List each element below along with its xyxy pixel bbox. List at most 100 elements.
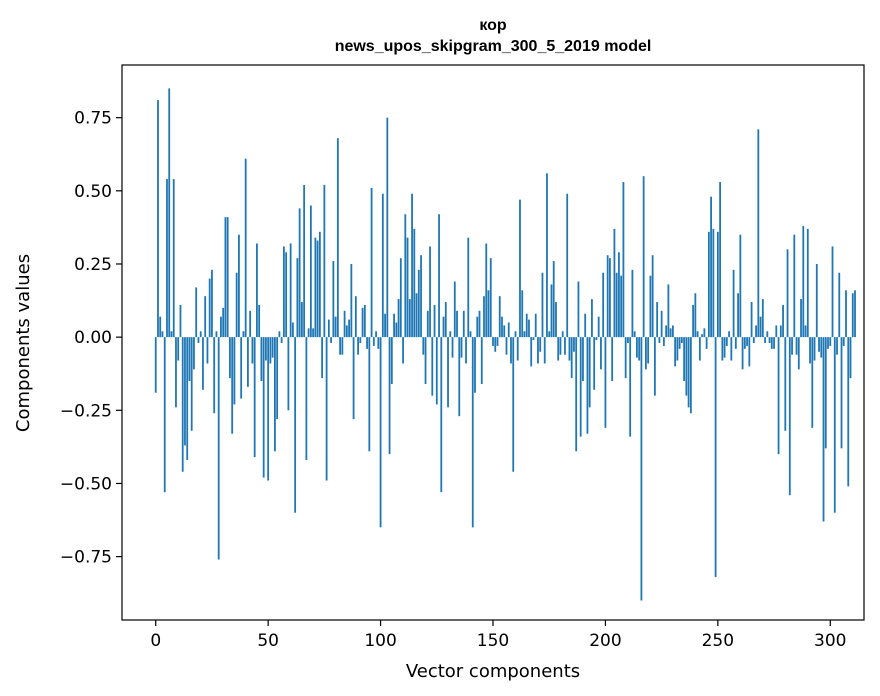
bar-35	[233, 337, 236, 405]
bar-230	[671, 325, 674, 338]
bar-42	[249, 310, 252, 338]
bar-306	[842, 337, 845, 346]
bar-154	[501, 316, 503, 338]
bar-127	[440, 337, 443, 493]
bar-189	[579, 337, 582, 437]
bar-44	[253, 337, 256, 458]
bar-143	[476, 316, 479, 338]
bar-243	[701, 334, 704, 338]
bar-20	[199, 331, 202, 338]
bar-102	[384, 313, 386, 338]
bar-85	[345, 325, 348, 338]
bar-66	[303, 184, 306, 338]
bar-108	[397, 299, 400, 338]
bar-222	[653, 337, 656, 396]
bar-64	[298, 208, 301, 338]
bar-28	[217, 337, 220, 560]
bar-190	[582, 337, 584, 382]
bar-203	[611, 337, 614, 382]
bar-237	[687, 337, 690, 408]
bar-153	[498, 296, 501, 338]
bar-94	[366, 337, 368, 349]
bar-282	[788, 337, 791, 496]
bar-179	[557, 337, 560, 361]
bar-7	[170, 331, 173, 338]
bar-257	[732, 269, 735, 338]
bar-311	[854, 290, 856, 338]
bar-65	[300, 302, 303, 338]
bar-274	[770, 337, 773, 349]
bar-191	[584, 313, 587, 338]
bar-308	[847, 337, 850, 487]
chart-title: кор	[479, 17, 507, 34]
bar-232	[676, 337, 679, 361]
bar-41	[247, 337, 249, 387]
bar-228	[667, 284, 670, 338]
bar-215	[638, 337, 641, 361]
bar-91	[359, 337, 362, 343]
bar-19	[197, 337, 200, 343]
bar-30	[222, 307, 225, 338]
x-tick-label: 300	[814, 631, 846, 651]
bar-294	[815, 263, 818, 338]
bar-242	[698, 337, 701, 361]
bar-140	[469, 331, 472, 338]
chart-subtitle: news_upos_skipgram_300_5_2019 model	[335, 38, 652, 55]
x-tick-label: 250	[702, 631, 734, 651]
bar-224	[658, 337, 661, 343]
bar-170	[537, 337, 539, 364]
bar-200	[604, 337, 607, 428]
bar-116	[415, 293, 418, 338]
bar-62	[294, 337, 297, 513]
bar-240	[694, 293, 697, 338]
bar-156	[505, 337, 508, 355]
y-tick-label: 0.00	[74, 328, 112, 348]
bar-68	[307, 328, 310, 338]
bar-49	[265, 337, 267, 361]
bar-59	[287, 337, 290, 411]
bar-166	[528, 319, 530, 338]
bar-212	[631, 269, 634, 338]
bar-172	[541, 272, 544, 338]
bar-205	[615, 272, 618, 338]
bar-177	[552, 261, 555, 338]
bar-225	[660, 310, 663, 338]
bar-197	[597, 316, 600, 338]
bar-67	[305, 337, 308, 461]
bar-4	[163, 337, 166, 493]
y-tick-label: 0.50	[74, 182, 112, 202]
bar-305	[840, 337, 843, 449]
bar-268	[757, 129, 760, 338]
bar-199	[602, 272, 605, 338]
bar-11	[179, 304, 182, 338]
bar-303	[836, 337, 838, 355]
bar-119	[422, 337, 425, 355]
bar-76	[325, 337, 328, 481]
bar-135	[458, 337, 461, 417]
y-tick-label: −0.25	[60, 401, 112, 421]
bar-206	[618, 252, 620, 338]
bar-217	[642, 176, 645, 338]
bar-95	[368, 337, 371, 452]
bar-78	[330, 337, 333, 343]
bar-57	[282, 246, 285, 338]
bar-130	[447, 337, 449, 408]
bar-46	[258, 304, 261, 338]
bar-278	[779, 325, 782, 338]
bar-14	[186, 337, 189, 461]
bar-142	[474, 337, 476, 393]
bar-209	[624, 337, 627, 379]
y-tick-label: 0.25	[74, 255, 112, 275]
bar-229	[669, 328, 672, 338]
bar-96	[370, 187, 373, 338]
bar-162	[519, 199, 521, 338]
bar-17	[193, 337, 195, 370]
bar-146	[483, 296, 485, 338]
x-axis-label: Vector components	[406, 661, 580, 682]
bar-213	[633, 331, 636, 338]
bar-267	[755, 325, 757, 338]
bar-182	[564, 337, 566, 355]
bar-210	[627, 337, 629, 343]
bar-1	[157, 100, 159, 338]
bar-297	[822, 337, 825, 522]
